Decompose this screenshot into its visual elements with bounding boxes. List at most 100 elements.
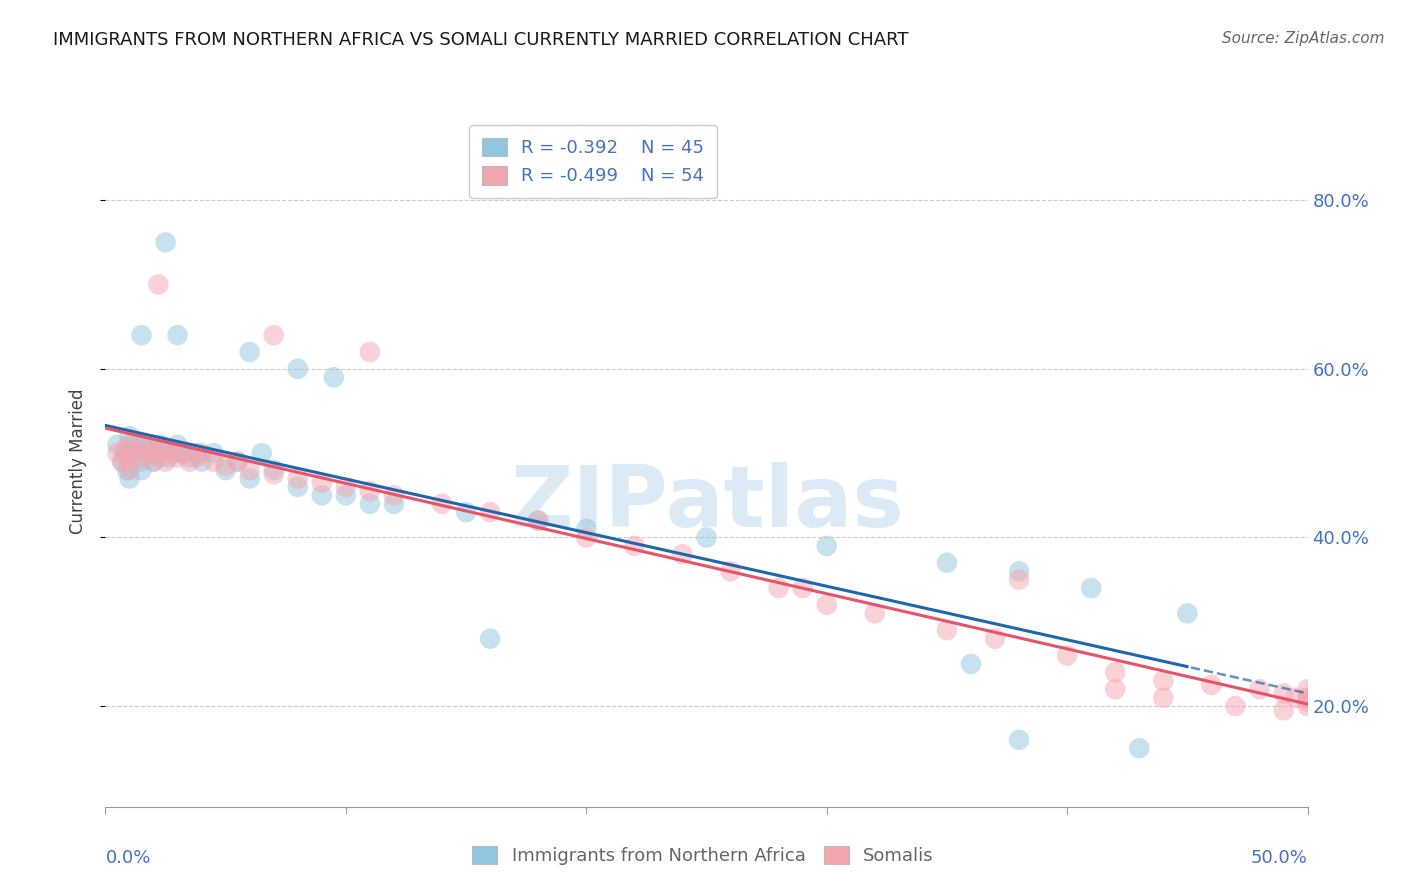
Point	[179, 450, 201, 465]
Point	[479, 632, 502, 646]
Point	[696, 531, 718, 545]
Point	[263, 463, 285, 477]
Point	[148, 450, 170, 465]
Point	[124, 438, 146, 452]
Point	[1152, 690, 1174, 705]
Point	[239, 471, 262, 485]
Point	[623, 539, 645, 553]
Point	[1296, 690, 1319, 705]
Point	[142, 446, 165, 460]
Point	[311, 488, 333, 502]
Point	[114, 442, 136, 456]
Text: Source: ZipAtlas.com: Source: ZipAtlas.com	[1222, 31, 1385, 46]
Point	[190, 455, 212, 469]
Point	[575, 522, 598, 536]
Point	[186, 446, 208, 460]
Point	[287, 471, 309, 485]
Point	[142, 455, 165, 469]
Point	[1008, 564, 1031, 578]
Point	[863, 607, 886, 621]
Point	[118, 463, 141, 477]
Point	[118, 471, 141, 485]
Point	[322, 370, 344, 384]
Point	[1296, 682, 1319, 697]
Point	[124, 446, 146, 460]
Point	[111, 455, 134, 469]
Point	[214, 463, 236, 477]
Point	[815, 539, 838, 553]
Point	[111, 455, 134, 469]
Point	[359, 497, 381, 511]
Point	[166, 328, 188, 343]
Point	[792, 581, 814, 595]
Point	[1008, 573, 1031, 587]
Point	[335, 488, 357, 502]
Point	[135, 442, 157, 456]
Point	[768, 581, 790, 595]
Point	[287, 480, 309, 494]
Point	[118, 429, 141, 443]
Point	[936, 624, 959, 638]
Point	[118, 438, 141, 452]
Point	[1272, 686, 1295, 700]
Y-axis label: Currently Married: Currently Married	[69, 389, 87, 534]
Point	[575, 531, 598, 545]
Point	[936, 556, 959, 570]
Point	[239, 463, 262, 477]
Point	[118, 446, 141, 460]
Point	[138, 446, 160, 460]
Text: 50.0%: 50.0%	[1251, 849, 1308, 867]
Point	[155, 455, 177, 469]
Point	[172, 446, 194, 460]
Point	[115, 463, 138, 477]
Point	[815, 598, 838, 612]
Point	[1249, 682, 1271, 697]
Point	[359, 484, 381, 499]
Point	[1080, 581, 1102, 595]
Point	[131, 450, 153, 465]
Legend: Immigrants from Northern Africa, Somalis: Immigrants from Northern Africa, Somalis	[465, 838, 941, 872]
Point	[166, 438, 188, 452]
Point	[430, 497, 453, 511]
Point	[142, 442, 165, 456]
Point	[263, 328, 285, 343]
Point	[239, 345, 262, 359]
Point	[179, 455, 201, 469]
Point	[311, 475, 333, 490]
Point	[454, 505, 477, 519]
Point	[1284, 690, 1306, 705]
Point	[984, 632, 1007, 646]
Point	[1225, 699, 1247, 714]
Point	[107, 438, 129, 452]
Point	[226, 455, 249, 469]
Point	[671, 547, 693, 561]
Point	[1104, 682, 1126, 697]
Point	[1104, 665, 1126, 680]
Point	[226, 455, 249, 469]
Point	[148, 446, 170, 460]
Legend: R = -0.392    N = 45, R = -0.499    N = 54: R = -0.392 N = 45, R = -0.499 N = 54	[470, 125, 717, 198]
Point	[1152, 673, 1174, 688]
Point	[960, 657, 983, 671]
Point	[1175, 607, 1198, 621]
Text: IMMIGRANTS FROM NORTHERN AFRICA VS SOMALI CURRENTLY MARRIED CORRELATION CHART: IMMIGRANTS FROM NORTHERN AFRICA VS SOMAL…	[53, 31, 908, 49]
Point	[131, 328, 153, 343]
Point	[190, 446, 212, 460]
Point	[131, 438, 153, 452]
Point	[1056, 648, 1078, 663]
Point	[335, 480, 357, 494]
Point	[142, 455, 165, 469]
Point	[125, 446, 148, 460]
Point	[263, 467, 285, 482]
Point	[1296, 699, 1319, 714]
Point	[479, 505, 502, 519]
Point	[162, 446, 184, 460]
Point	[527, 514, 550, 528]
Point	[1201, 678, 1223, 692]
Point	[1296, 695, 1319, 709]
Point	[214, 458, 236, 473]
Point	[1296, 690, 1319, 705]
Point	[1128, 741, 1150, 756]
Point	[149, 438, 172, 452]
Point	[527, 514, 550, 528]
